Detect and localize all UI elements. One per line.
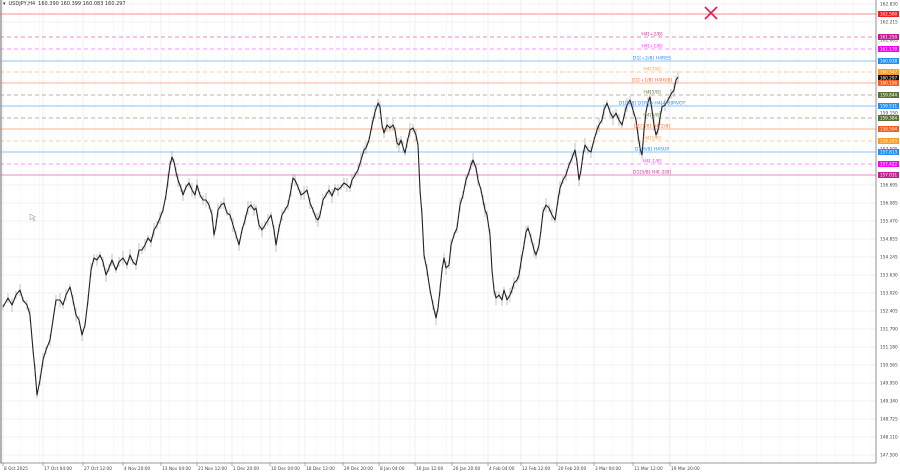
svg-text:153.020: 153.020	[880, 291, 898, 297]
svg-text:18 Dec 12:00: 18 Dec 12:00	[306, 466, 335, 472]
svg-text:H4[7/8]: H4[7/8]	[643, 67, 661, 73]
svg-text:11 Mar 12:00: 11 Mar 12:00	[634, 466, 663, 472]
svg-text:1 Dec 20:00: 1 Dec 20:00	[233, 466, 259, 472]
svg-text:161.170: 161.170	[880, 47, 898, 52]
svg-text:159.844: 159.844	[880, 93, 898, 98]
svg-text:3 Mar 04:00: 3 Mar 04:00	[595, 466, 621, 472]
svg-text:148.725: 148.725	[880, 417, 898, 423]
svg-text:157.422: 157.422	[880, 162, 898, 167]
svg-text:12 Feb 12:00: 12 Feb 12:00	[522, 466, 550, 472]
svg-text:152.405: 152.405	[880, 309, 898, 315]
svg-text:16 Jan 12:00: 16 Jan 12:00	[416, 466, 443, 472]
svg-text:D1[7/8] H4[2/8]: D1[7/8] H4[2/8]	[634, 124, 670, 130]
svg-text:19 Mar 20:00: 19 Mar 20:00	[671, 466, 700, 472]
svg-text:160.547: 160.547	[880, 70, 898, 75]
svg-text:159.531: 159.531	[880, 104, 898, 109]
svg-text:157.813: 157.813	[880, 150, 898, 155]
svg-text:149.340: 149.340	[880, 399, 898, 405]
ohlc-values: 160.390 160.399 160.083 160.297	[38, 1, 126, 7]
svg-text:161.005: 161.005	[880, 38, 898, 44]
price-badges: 162.500 161.250 161.170 160.938 160.547160.2…	[878, 11, 899, 178]
svg-text:D1[8/8] D1RES H4[4/8]PIVOT: D1[8/8] D1RES H4[4/8]PIVOT	[619, 101, 686, 107]
svg-text:21 Nov 12:00: 21 Nov 12:00	[198, 466, 227, 472]
svg-text:H4[1/8]: H4[1/8]	[643, 136, 661, 142]
svg-text:158.203: 158.203	[880, 139, 898, 144]
svg-text:26 Jan 20:00: 26 Jan 20:00	[453, 466, 480, 472]
svg-text:155.470: 155.470	[880, 219, 898, 225]
svg-text:29 Dec 20:00: 29 Dec 20:00	[344, 466, 373, 472]
svg-text:150.565: 150.565	[880, 363, 898, 369]
time-axis: 8 Oct 2025 17 Oct 04:00 27 Oct 12:00 4 Nov …	[2, 463, 700, 472]
svg-text:156.695: 156.695	[880, 183, 898, 189]
svg-text:148.110: 148.110	[880, 435, 898, 441]
svg-text:160.297: 160.297	[880, 76, 898, 81]
symbol-label: USDJPY,H4	[8, 1, 36, 7]
svg-text:162.215: 162.215	[880, 20, 898, 26]
svg-text:153.630: 153.630	[880, 273, 898, 279]
svg-text:158.594: 158.594	[880, 127, 898, 132]
svg-text:159.384: 159.384	[880, 116, 898, 121]
svg-text:D1[+2/8] H4RES: D1[+2/8] H4RES	[633, 56, 671, 62]
svg-text:D1[5/8] H4[-2/8]: D1[5/8] H4[-2/8]	[633, 170, 671, 176]
svg-text:H4[3/8]: H4[3/8]	[643, 113, 661, 119]
svg-text:17 Oct 04:00: 17 Oct 04:00	[44, 466, 72, 472]
svg-text:151.180: 151.180	[880, 345, 898, 351]
svg-text:4 Nov 20:00: 4 Nov 20:00	[124, 466, 151, 472]
svg-text:13 Nov 04:00: 13 Nov 04:00	[162, 466, 191, 472]
svg-text:162.500: 162.500	[880, 12, 898, 17]
svg-text:H4[-1/8]: H4[-1/8]	[642, 159, 661, 165]
svg-text:151.790: 151.790	[880, 327, 898, 333]
svg-text:157.031: 157.031	[880, 173, 898, 178]
svg-text:10 Dec 04:00: 10 Dec 04:00	[271, 466, 300, 472]
svg-text:D1[6/8] H4SUP: D1[6/8] H4SUP	[635, 147, 670, 153]
level-labels: H4[+2/8] H4[+1/8] D1[+2/8] H4RES H4[7/8] D1[…	[619, 32, 686, 176]
svg-text:156.085: 156.085	[880, 201, 898, 207]
svg-text:160.156: 160.156	[880, 81, 898, 86]
svg-text:154.245: 154.245	[880, 255, 898, 261]
svg-text:159.150: 159.150	[880, 111, 898, 117]
svg-text:154.855: 154.855	[880, 237, 898, 243]
chart-header: ▾ USDJPY,H4 160.390 160.399 160.083 160.29…	[3, 1, 129, 7]
mouse-cursor-icon	[29, 213, 37, 222]
svg-text:H4[+1/8]: H4[+1/8]	[641, 44, 662, 50]
price-series	[2, 71, 679, 398]
svg-text:H4[5/8]: H4[5/8]	[643, 90, 661, 96]
triangle-down-icon[interactable]: ▾	[3, 1, 6, 7]
close-x-icon[interactable]	[704, 6, 718, 20]
svg-text:8 Jan 04:00: 8 Jan 04:00	[380, 466, 405, 472]
svg-text:4 Feb 04:00: 4 Feb 04:00	[489, 466, 515, 472]
svg-text:8 Oct 2025: 8 Oct 2025	[4, 466, 28, 472]
svg-text:149.950: 149.950	[880, 381, 898, 387]
svg-text:161.250: 161.250	[880, 35, 898, 40]
level-lines	[0, 13, 876, 176]
chart-grid	[0, 0, 876, 463]
svg-text:27 Oct 12:00: 27 Oct 12:00	[84, 466, 112, 472]
svg-text:D1[+1/8] H4[6/8]: D1[+1/8] H4[6/8]	[632, 78, 672, 84]
svg-text:162.830: 162.830	[880, 2, 898, 8]
svg-text:147.500: 147.500	[880, 453, 898, 459]
svg-text:H4[+2/8]: H4[+2/8]	[641, 32, 662, 38]
svg-text:160.938: 160.938	[880, 59, 898, 64]
svg-text:20 Feb 20:00: 20 Feb 20:00	[558, 466, 586, 472]
